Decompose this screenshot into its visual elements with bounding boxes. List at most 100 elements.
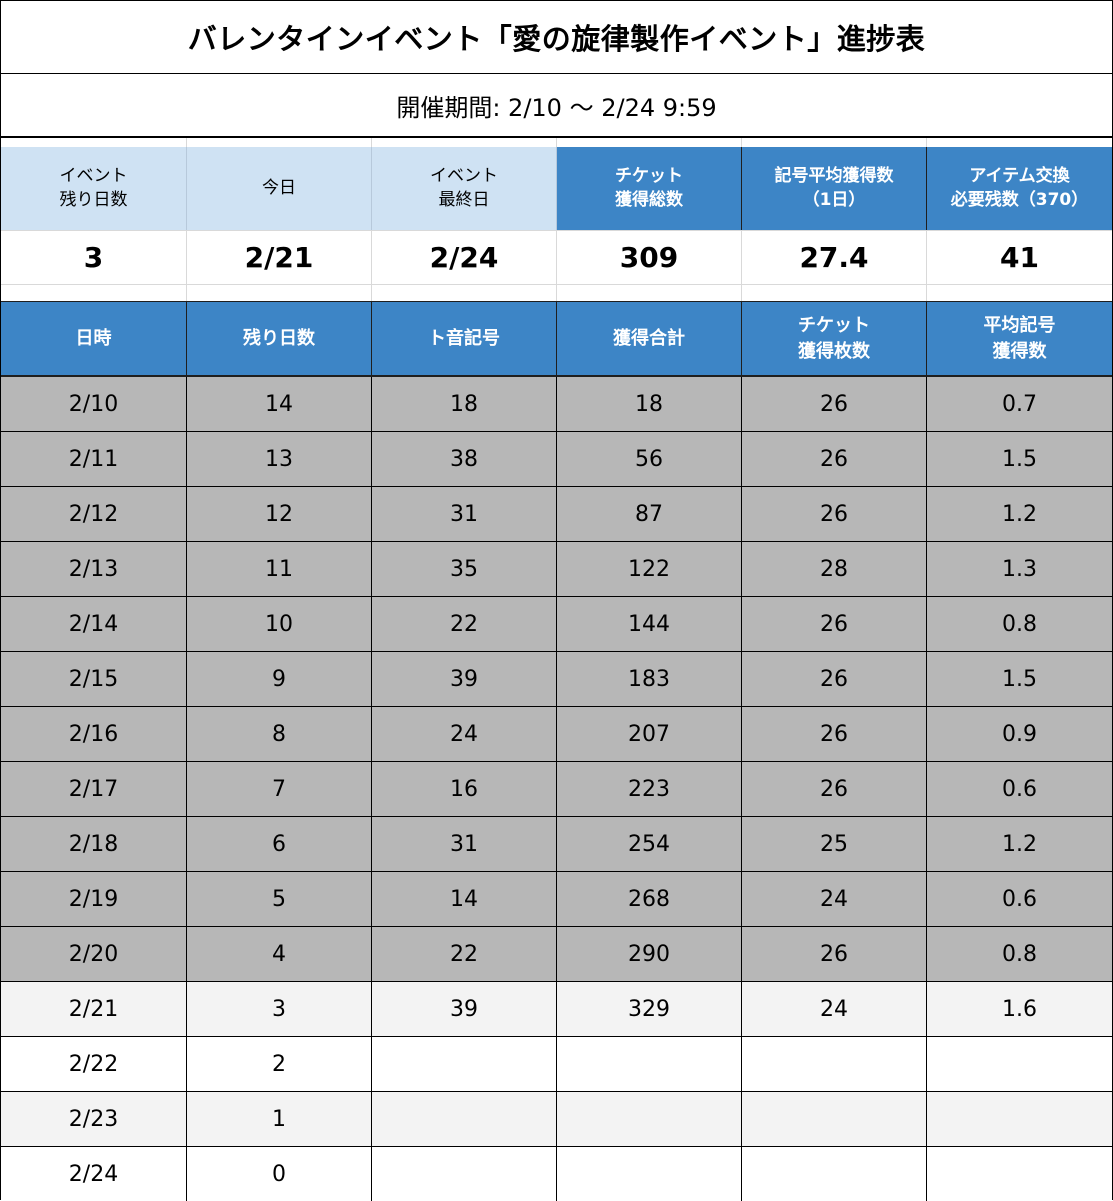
table-body: 2/10 14 18 18 26 0.7 2/11 13 38 56 26 1.…	[1, 377, 1112, 1201]
cell-tickets: 26	[742, 762, 927, 816]
cell-treble-clef: 24	[372, 707, 557, 761]
table-row: 2/15 9 39 183 26 1.5	[1, 652, 1112, 707]
table-row: 2/24 0	[1, 1147, 1112, 1201]
column-header-tickets: チケット 獲得枚数	[742, 302, 927, 375]
cell-cumulative: 183	[557, 652, 742, 706]
column-header-avg-symbols: 平均記号 獲得数	[983, 315, 1056, 362]
table-row: 2/19 5 14 268 24 0.6	[1, 872, 1112, 927]
spacer-row	[1, 285, 1112, 301]
spacer-row	[1, 138, 1112, 147]
cell-tickets: 26	[742, 597, 927, 651]
cell-days-left: 6	[187, 817, 372, 871]
cell-cumulative: 268	[557, 872, 742, 926]
cell-avg-symbols: 1.5	[1002, 446, 1037, 472]
table-row: 2/17 7 16 223 26 0.6	[1, 762, 1112, 817]
cell-treble-clef: 35	[372, 542, 557, 596]
cell-treble-clef: 38	[372, 432, 557, 486]
cell-date: 2/16	[1, 707, 187, 761]
cell-date: 2/22	[1, 1037, 187, 1091]
cell-days-left: 3	[187, 982, 372, 1036]
summary-header-last-day: イベント 最終日	[372, 147, 557, 230]
table-row: 2/20 4 22 290 26 0.8	[1, 927, 1112, 982]
table-header-row: 日時 残り日数 ト音記号 獲得合計 チケット 獲得枚数 平均記号 獲得数	[1, 301, 1112, 377]
summary-value-exchange-remaining: 41	[927, 230, 1112, 285]
sheet-title: バレンタインイベント「愛の旋律製作イベント」進捗表	[1, 1, 1112, 74]
summary-value-row: 3 2/21 2/24 309 27.4 41	[1, 230, 1112, 285]
cell-avg-symbols: 1.5	[1002, 666, 1037, 692]
table-row: 2/12 12 31 87 26 1.2	[1, 487, 1112, 542]
cell-treble-clef: 22	[372, 927, 557, 981]
cell-tickets: 28	[742, 542, 927, 596]
cell-cumulative: 144	[557, 597, 742, 651]
cell-cumulative: 122	[557, 542, 742, 596]
cell-cumulative: 207	[557, 707, 742, 761]
cell-date: 2/20	[1, 927, 187, 981]
cell-date: 2/23	[1, 1092, 187, 1146]
cell-tickets: 26	[742, 927, 927, 981]
cell-days-left: 9	[187, 652, 372, 706]
cell-treble-clef: 39	[372, 982, 557, 1036]
cell-tickets	[742, 1037, 927, 1091]
event-period: 開催期間: 2/10 〜 2/24 9:59	[1, 74, 1112, 138]
column-header-date: 日時	[1, 302, 187, 375]
cell-days-left: 7	[187, 762, 372, 816]
cell-tickets: 26	[742, 652, 927, 706]
table-row: 2/23 1	[1, 1092, 1112, 1147]
summary-value-ticket-total: 309	[557, 230, 742, 285]
cell-treble-clef: 31	[372, 817, 557, 871]
cell-days-left: 5	[187, 872, 372, 926]
cell-tickets: 26	[742, 707, 927, 761]
cell-date: 2/15	[1, 652, 187, 706]
cell-treble-clef: 22	[372, 597, 557, 651]
cell-avg-symbols	[927, 1037, 1112, 1091]
table-row: 2/14 10 22 144 26 0.8	[1, 597, 1112, 652]
cell-avg-symbols: 0.9	[1002, 721, 1037, 747]
cell-avg-symbols: 1.6	[1002, 996, 1037, 1022]
cell-date: 2/10	[1, 377, 187, 431]
summary-header-today: 今日	[187, 147, 372, 230]
cell-avg-symbols	[927, 1092, 1112, 1146]
cell-date: 2/11	[1, 432, 187, 486]
column-header-treble-clef: ト音記号	[372, 302, 557, 375]
cell-cumulative	[557, 1037, 742, 1091]
cell-tickets: 25	[742, 817, 927, 871]
cell-tickets: 26	[742, 432, 927, 486]
cell-days-left: 10	[187, 597, 372, 651]
table-row: 2/21 3 39 329 24 1.6	[1, 982, 1112, 1037]
cell-treble-clef	[372, 1037, 557, 1091]
summary-value-days-left: 3	[1, 230, 187, 285]
cell-tickets: 26	[742, 487, 927, 541]
cell-treble-clef: 31	[372, 487, 557, 541]
cell-date: 2/19	[1, 872, 187, 926]
cell-days-left: 2	[187, 1037, 372, 1091]
cell-tickets	[742, 1092, 927, 1146]
cell-treble-clef	[372, 1092, 557, 1146]
table-row: 2/22 2	[1, 1037, 1112, 1092]
cell-cumulative	[557, 1147, 742, 1201]
cell-cumulative: 56	[557, 432, 742, 486]
cell-avg-symbols	[927, 1147, 1112, 1201]
cell-avg-symbols: 1.2	[1002, 501, 1037, 527]
cell-tickets: 24	[742, 982, 927, 1036]
column-header-cumulative: 獲得合計	[557, 302, 742, 375]
summary-value-avg-symbols: 27.4	[742, 230, 927, 285]
cell-days-left: 1	[187, 1092, 372, 1146]
cell-avg-symbols: 1.2	[1002, 831, 1037, 857]
table-row: 2/10 14 18 18 26 0.7	[1, 377, 1112, 432]
cell-days-left: 4	[187, 927, 372, 981]
cell-treble-clef: 14	[372, 872, 557, 926]
cell-date: 2/18	[1, 817, 187, 871]
cell-date: 2/17	[1, 762, 187, 816]
cell-cumulative: 87	[557, 487, 742, 541]
cell-date: 2/14	[1, 597, 187, 651]
cell-date: 2/24	[1, 1147, 187, 1201]
cell-days-left: 12	[187, 487, 372, 541]
cell-tickets: 24	[742, 872, 927, 926]
cell-treble-clef: 18	[372, 377, 557, 431]
table-row: 2/18 6 31 254 25 1.2	[1, 817, 1112, 872]
cell-days-left: 11	[187, 542, 372, 596]
cell-date: 2/12	[1, 487, 187, 541]
table-row: 2/13 11 35 122 28 1.3	[1, 542, 1112, 597]
table-row: 2/16 8 24 207 26 0.9	[1, 707, 1112, 762]
